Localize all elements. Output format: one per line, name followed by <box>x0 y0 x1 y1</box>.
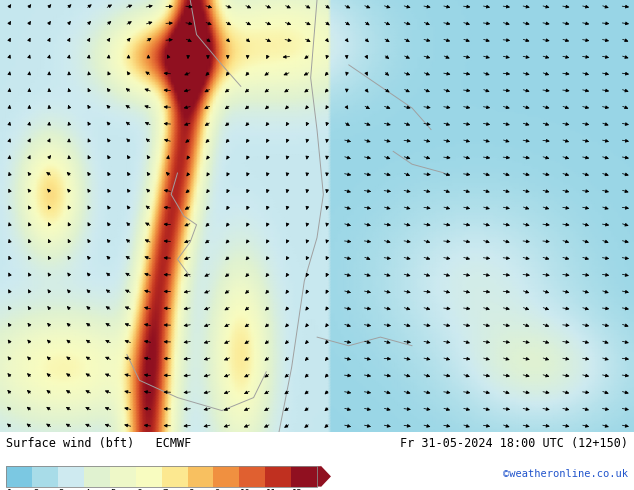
Text: ©weatheronline.co.uk: ©weatheronline.co.uk <box>503 469 628 479</box>
Bar <box>291 466 317 487</box>
Text: Fr 31-05-2024 18:00 UTC (12+150): Fr 31-05-2024 18:00 UTC (12+150) <box>399 437 628 450</box>
Bar <box>84 466 110 487</box>
Bar <box>136 466 162 487</box>
Bar <box>265 466 291 487</box>
Bar <box>6 466 317 487</box>
Bar <box>58 466 84 487</box>
Bar <box>162 466 188 487</box>
Bar <box>32 466 58 487</box>
FancyArrow shape <box>317 466 331 487</box>
Text: Surface wind (bft)   ECMWF: Surface wind (bft) ECMWF <box>6 437 191 450</box>
Bar <box>188 466 214 487</box>
Bar <box>214 466 239 487</box>
Bar <box>110 466 136 487</box>
Bar <box>6 466 32 487</box>
Bar <box>240 466 265 487</box>
